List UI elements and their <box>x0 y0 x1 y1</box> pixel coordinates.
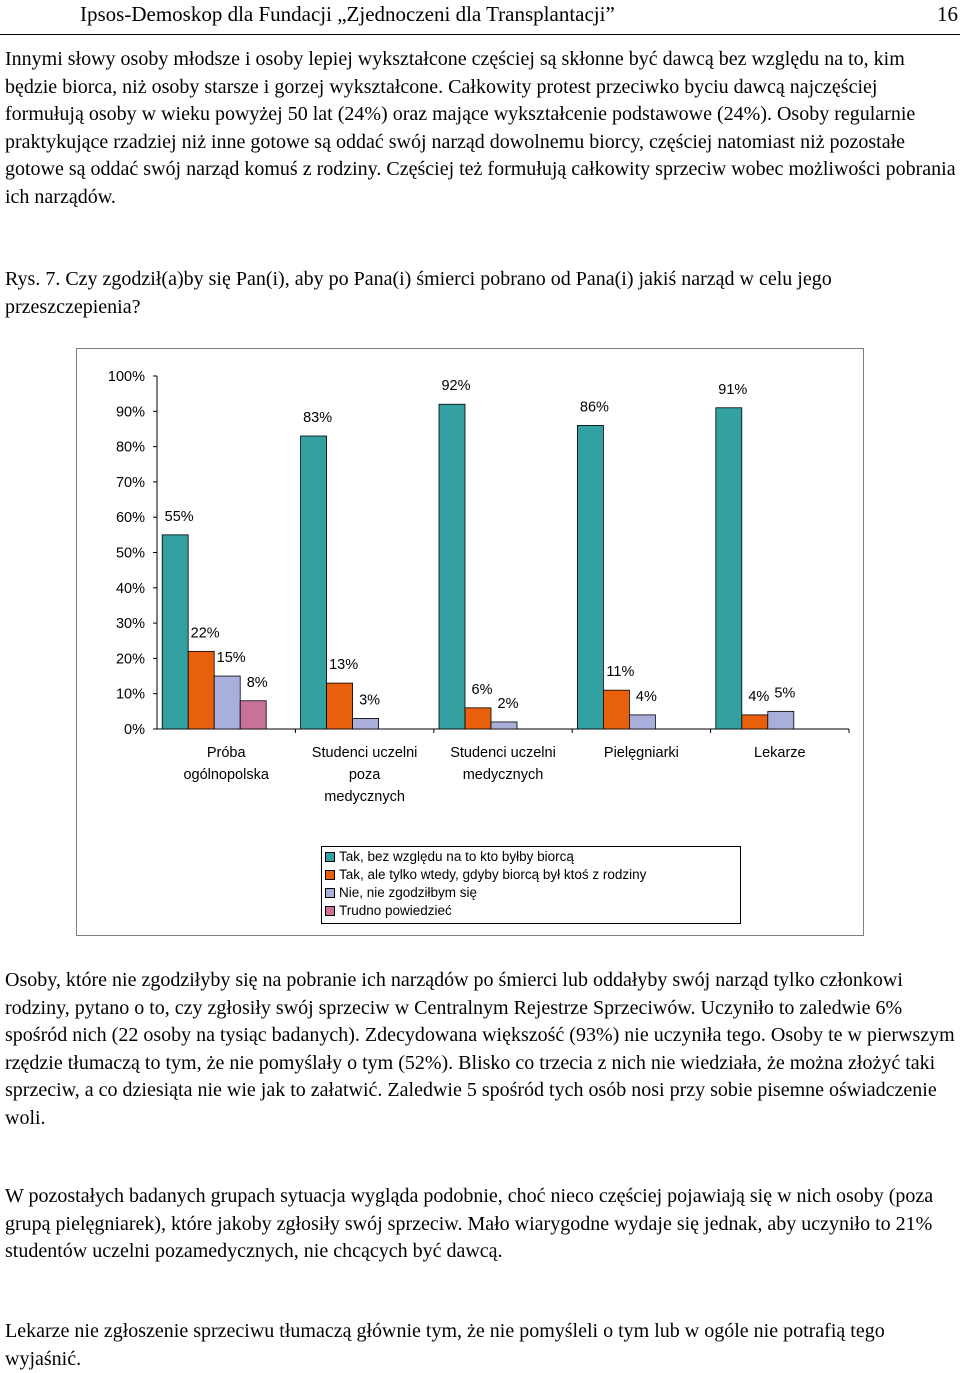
bar-data-label: 2% <box>498 696 519 712</box>
bar <box>576 425 604 730</box>
bar-data-label: 55% <box>165 509 194 525</box>
x-category-label: medycznych <box>324 789 405 805</box>
legend-item: Tak, ale tylko wtedy, gdyby biorcą był k… <box>325 866 646 884</box>
x-category-label: medycznych <box>463 767 544 783</box>
chart-legend: Tak, bez względu na to kto byłby biorcą … <box>321 846 741 924</box>
bar-data-label: 6% <box>472 682 493 698</box>
y-tick-label: 60% <box>116 510 145 526</box>
x-category-label: Studenci uczelni <box>450 745 556 761</box>
legend-item: Nie, nie zgodziłbym się <box>325 884 477 902</box>
y-tick-label: 20% <box>116 651 145 667</box>
x-category-label: Próba <box>207 745 247 761</box>
bar-chart: 0% 10% 20% 30% 40% 50% 60% 70% 80% 90% 100% 55% 22% 1… <box>108 369 850 805</box>
legend-swatch <box>325 906 335 916</box>
paragraph-other-groups: W pozostałych badanych grupach sytuacja … <box>5 1185 934 1262</box>
y-tick-label: 70% <box>116 475 145 491</box>
bar-data-label: 11% <box>606 664 634 680</box>
bar-data-label: 91% <box>718 382 747 398</box>
header-title: Ipsos-Demoskop dla Fundacji „Zjednoczeni… <box>80 2 615 26</box>
x-category-label: Studenci uczelni <box>312 745 418 761</box>
legend-item: Tak, bez względu na to kto byłby biorcą <box>325 848 574 866</box>
x-category-label: poza <box>349 767 381 783</box>
paragraph-objection: Osoby, które nie zgodziłyby się na pobra… <box>5 969 955 1129</box>
page-number: 16 <box>937 2 958 26</box>
bar <box>161 534 189 730</box>
bar-data-label: 5% <box>774 685 795 701</box>
bar-data-label: 83% <box>303 410 332 426</box>
y-tick-label: 50% <box>116 546 145 562</box>
x-category-label: Lekarze <box>754 745 806 761</box>
legend-item: Trudno powiedzieć <box>325 902 452 920</box>
page-header: Ipsos-Demoskop dla Fundacji „Zjednoczeni… <box>0 0 960 35</box>
bar-data-label: 15% <box>217 650 246 666</box>
x-category-label: ogólnopolska <box>183 767 269 783</box>
legend-swatch <box>325 888 335 898</box>
paragraph-doctors: Lekarze nie zgłoszenie sprzeciwu tłumacz… <box>5 1320 885 1370</box>
legend-swatch <box>325 870 335 880</box>
chart-frame: 0% 10% 20% 30% 40% 50% 60% 70% 80% 90% 100% 55% 22% 1… <box>76 348 864 936</box>
bar-data-label: 3% <box>359 692 380 708</box>
bar <box>767 710 795 730</box>
bar-data-label: 22% <box>191 625 220 641</box>
bar <box>352 718 380 730</box>
legend-label: Tak, bez względu na to kto byłby biorcą <box>339 849 574 864</box>
bar <box>239 700 267 730</box>
bar <box>629 714 656 730</box>
legend-label: Nie, nie zgodziłbym się <box>339 885 478 900</box>
figure-caption: Rys. 7. Czy zgodził(a)by się Pan(i), aby… <box>5 268 832 318</box>
bar <box>490 721 518 730</box>
bar <box>213 675 241 730</box>
bar <box>464 707 492 730</box>
y-tick-label: 100% <box>108 369 145 385</box>
bar-data-label: 13% <box>329 657 358 673</box>
bar <box>187 650 215 730</box>
legend-label: Tak, ale tylko wtedy, gdyby biorcą był k… <box>339 867 647 882</box>
y-tick-label: 40% <box>116 581 145 597</box>
legend-label: Trudno powiedzieć <box>339 903 452 918</box>
paragraph-intro: Innymi słowy osoby młodsze i osoby lepie… <box>5 48 956 208</box>
bar-data-label: 4% <box>748 689 769 705</box>
bar <box>741 714 769 730</box>
bar-data-label: 8% <box>247 675 268 691</box>
bar <box>603 689 630 730</box>
bar-data-label: 92% <box>441 378 470 394</box>
y-tick-label: 10% <box>116 687 145 703</box>
y-tick-label: 30% <box>116 616 145 632</box>
bar <box>438 403 466 730</box>
x-category-label: Pielęgniarki <box>604 745 679 761</box>
bar <box>300 435 328 730</box>
y-tick-label: 80% <box>116 440 145 456</box>
bar-data-label: 86% <box>580 399 609 415</box>
bar-data-label: 4% <box>636 689 657 705</box>
bar <box>326 682 354 730</box>
legend-swatch <box>325 852 335 862</box>
y-tick-label: 0% <box>124 722 145 738</box>
y-tick-label: 90% <box>116 404 145 420</box>
bar <box>715 407 743 730</box>
